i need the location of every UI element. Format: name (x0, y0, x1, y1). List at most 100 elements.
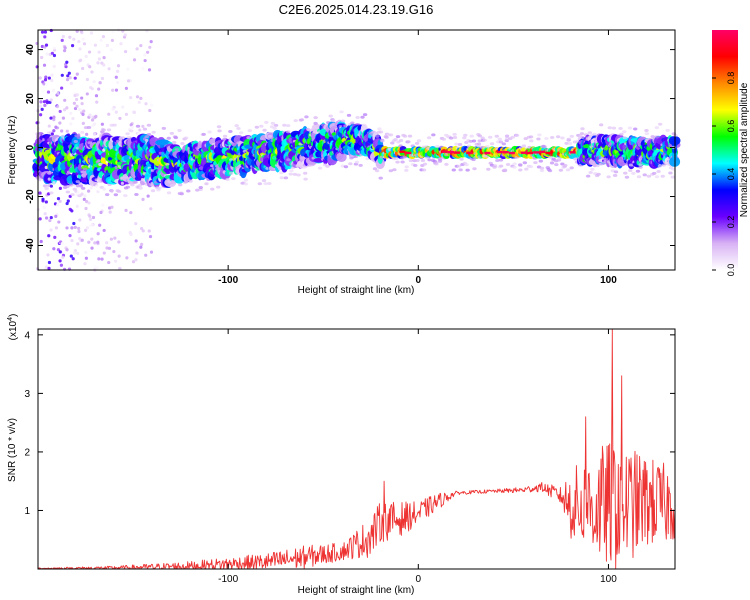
spectrogram-cell (67, 71, 71, 75)
spectrogram-cell (134, 239, 138, 243)
spectrogram-cell (61, 34, 65, 39)
spectrogram-cell (124, 86, 129, 90)
spectrogram-cell (512, 162, 517, 166)
spectrogram-cell (100, 122, 104, 126)
spectrogram-cell (58, 109, 62, 114)
spectrogram-cell (288, 172, 293, 176)
spectrogram-cell (448, 150, 455, 154)
spectrogram-cell (111, 30, 115, 34)
spectrogram-cell (47, 177, 51, 181)
spectrogram-cell (52, 53, 57, 58)
spectrogram-cell (75, 97, 79, 102)
spectrogram-cell (38, 178, 42, 182)
spectrogram-cell (48, 100, 52, 104)
spectrogram-cell (88, 65, 92, 69)
spectrogram-cell (293, 119, 298, 123)
spectrogram-cell (527, 151, 534, 155)
spectrogram-cell (53, 235, 57, 239)
spectrogram-cell (125, 132, 130, 136)
spectrogram-cell (109, 237, 113, 241)
spectrogram-cell (96, 240, 100, 244)
spectrogram-cell (85, 226, 90, 230)
spectrogram-cell (126, 67, 130, 71)
spectrogram-cell (141, 203, 145, 207)
spectrogram-cell (117, 240, 121, 244)
spectrogram-cell (660, 174, 665, 178)
spectrogram-cell (116, 64, 121, 68)
spectrogram-cell (56, 248, 60, 252)
y-tick-label: -20 (25, 189, 36, 204)
spectrogram-cell (317, 166, 323, 170)
spectrogram-cell (47, 124, 51, 128)
x-tick-label: 100 (600, 275, 617, 286)
y-tick-label: 4 (24, 330, 30, 341)
spectrogram-cell (117, 254, 121, 258)
spectrogram-cell (388, 133, 394, 137)
spectrogram-cell (100, 257, 104, 261)
spectrogram-cell (358, 163, 363, 167)
spectrogram-cell (533, 151, 540, 154)
spectrogram-cell (533, 161, 538, 165)
spectrogram-cell (166, 136, 171, 140)
spectrogram-cell (148, 108, 152, 113)
snr-y-multiplier-close: ) (8, 314, 19, 317)
spectrogram-cell (92, 80, 96, 84)
spectrogram-cell (510, 135, 515, 139)
spectrogram-cell (149, 40, 153, 44)
spectrogram-cell (380, 139, 385, 143)
spectrogram-cell (58, 199, 62, 203)
spectrogram-cell (254, 125, 260, 129)
spectrogram-cell (272, 126, 277, 130)
spectrogram-cell (437, 157, 443, 161)
spectrogram-y-axis-label: Frequency (Hz) (7, 116, 18, 185)
spectrogram-cell (38, 76, 42, 80)
spectrogram-cell (177, 129, 182, 133)
spectrogram-cell (465, 168, 470, 172)
x-tick-label: 0 (416, 275, 422, 286)
snr-y-axis-label: SNR (10 * v/v) (7, 418, 18, 482)
spectrogram-cell (81, 112, 85, 117)
spectrogram-cell (80, 96, 84, 100)
spectrogram-cell (612, 173, 618, 177)
spectrogram-cell (471, 139, 477, 143)
spectrogram-cell (270, 121, 276, 125)
spectrogram-cell (495, 159, 500, 163)
spectrogram-cell (42, 205, 46, 209)
spectrogram-cell (89, 186, 93, 190)
spectrogram-cell (405, 151, 412, 155)
spectrogram-cell (263, 182, 268, 186)
spectrogram-cell (395, 135, 401, 139)
spectrogram-cell (545, 151, 552, 155)
spectrogram-cell (50, 132, 54, 136)
spectrogram-cell (569, 134, 574, 138)
spectrogram-cell (73, 251, 77, 255)
spectrogram-cell (529, 139, 534, 143)
spectrogram-cell (448, 136, 454, 140)
spectrogram-cell (135, 47, 139, 51)
spectrogram-cell (144, 135, 149, 139)
spectrogram-cell (114, 75, 118, 79)
spectrogram-cell (70, 238, 74, 243)
spectrogram-cell (112, 123, 117, 127)
snr-frame (37, 328, 676, 570)
spectrogram-cell (70, 44, 75, 48)
spectrogram-cell (112, 249, 116, 254)
spectrogram-cell (414, 141, 420, 145)
spectrogram-cell (141, 197, 145, 201)
spectrogram-cell (83, 262, 87, 266)
spectrogram-cell (166, 191, 172, 195)
spectrogram-cell (243, 182, 249, 186)
spectrogram-cell (670, 175, 675, 179)
spectrogram-cell (427, 158, 432, 162)
chart-title: C2E6.2025.014.23.19.G16 (279, 2, 434, 17)
spectrogram-cell (70, 209, 74, 213)
spectrogram-cell (656, 169, 661, 173)
spectrogram-cell (456, 164, 462, 168)
spectrogram-cell (618, 126, 623, 130)
spectrogram-cell (488, 135, 493, 139)
spectrogram-cell (102, 187, 106, 191)
spectrogram-cell (65, 60, 69, 64)
spectrogram-cell (422, 162, 428, 166)
spectrogram-cell (84, 256, 88, 260)
spectrogram-cell (95, 100, 99, 104)
